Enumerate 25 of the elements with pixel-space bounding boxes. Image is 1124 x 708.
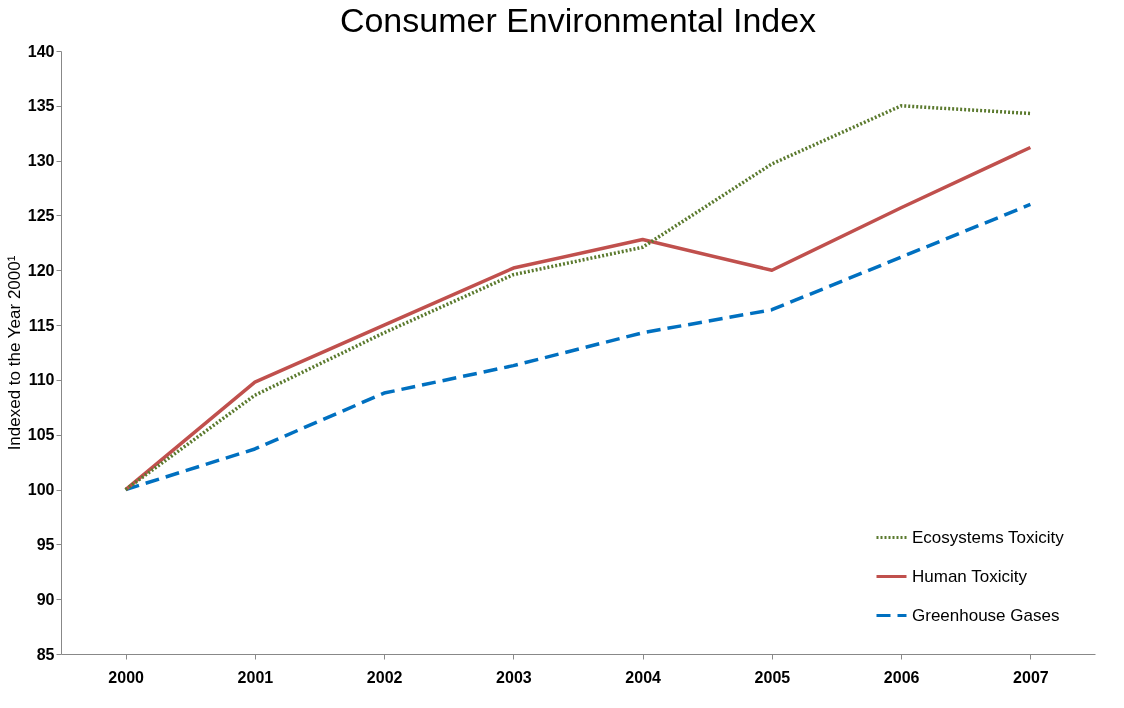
- x-tick-label: 2002: [366, 668, 403, 686]
- x-tick-label: 2005: [754, 668, 791, 686]
- y-tick-label: 140: [27, 42, 55, 60]
- legend-label: Ecosystems Toxicity: [912, 527, 1065, 547]
- x-tick-label: 2004: [625, 668, 662, 686]
- y-tick-label: 130: [27, 152, 55, 170]
- chart-title: Consumer Environmental Index: [339, 1, 817, 39]
- x-tick-label: 2006: [883, 668, 920, 686]
- y-tick-label: 125: [27, 206, 55, 224]
- y-tick-label: 105: [27, 426, 55, 444]
- legend-label: Greenhouse Gases: [912, 605, 1060, 625]
- y-tick-label: 90: [36, 590, 55, 608]
- y-tick-label: 100: [27, 481, 55, 499]
- y-tick-label: 135: [27, 97, 55, 115]
- y-tick-label: 110: [28, 371, 55, 389]
- y-tick-label: 120: [27, 261, 55, 279]
- x-tick-label: 2001: [237, 668, 274, 686]
- y-tick-label: 115: [28, 316, 55, 334]
- x-tick-label: 2003: [496, 668, 532, 686]
- y-tick-label: 85: [36, 645, 55, 663]
- legend-label: Human Toxicity: [912, 566, 1028, 586]
- x-tick-label: 2007: [1013, 668, 1049, 686]
- x-tick-label: 2000: [108, 668, 145, 686]
- y-tick-label: 95: [36, 535, 55, 553]
- y-axis-title: Indexed to the Year 2000¹: [4, 255, 24, 451]
